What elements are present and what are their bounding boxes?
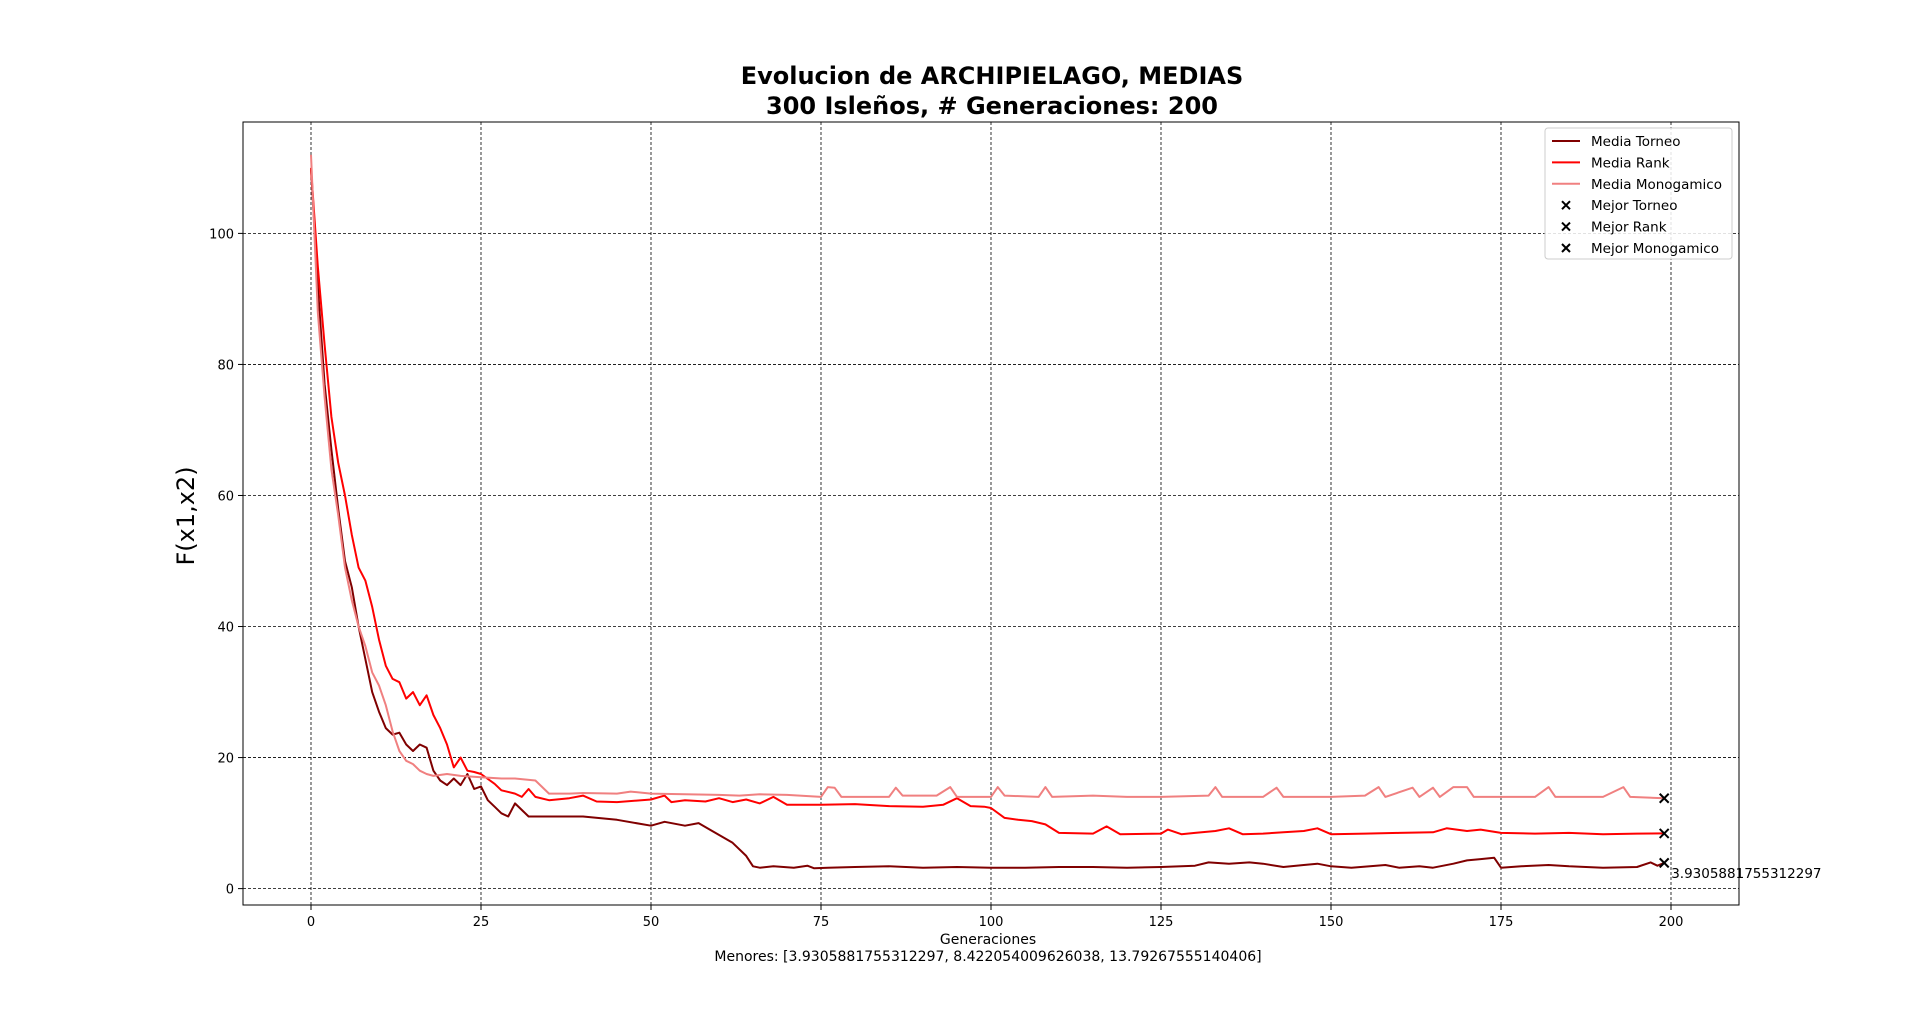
legend-item-label: Mejor Rank <box>1591 220 1667 236</box>
legend-item-label: Media Torneo <box>1591 134 1680 150</box>
x-tick-label: 75 <box>813 915 830 930</box>
y-tick-label: 100 <box>209 227 234 242</box>
x-axis-ticks: 0 25 50 75 100 125 150 175 200 <box>307 905 1684 930</box>
y-tick-label: 80 <box>217 358 234 373</box>
y-tick-label: 40 <box>217 621 234 636</box>
best-value-annotation: 3.9305881755312297 <box>1671 866 1821 882</box>
y-axis-ticks: 0 20 40 60 80 100 <box>209 227 243 898</box>
y-axis-label: F(x1,x2) <box>172 466 200 565</box>
x-tick-label: 150 <box>1319 915 1344 930</box>
chart-subtitle: 300 Isleños, # Generaciones: 200 <box>766 92 1218 120</box>
series-line-media-monogamico <box>310 154 1665 800</box>
best-markers <box>1658 793 1670 869</box>
x-axis-label: Generaciones <box>940 932 1036 948</box>
legend-item-label: Mejor Torneo <box>1591 198 1677 214</box>
series-line-media-rank <box>310 167 1665 836</box>
legend-x-swatch <box>1561 221 1571 232</box>
x-tick-label: 175 <box>1489 915 1514 930</box>
x-tick-label: 0 <box>307 915 315 930</box>
best-marker-mejor-torneo <box>1658 857 1670 869</box>
best-marker-mejor-monogamico <box>1658 793 1670 804</box>
legend-box <box>1544 127 1733 260</box>
footer-note: Menores: [3.9305881755312297, 8.42205400… <box>714 949 1261 965</box>
x-tick-label: 50 <box>643 915 660 930</box>
y-tick-label: 60 <box>217 489 234 504</box>
series-lines <box>310 154 1665 870</box>
legend-item-label: Mejor Monogamico <box>1591 241 1719 257</box>
y-tick-label: 20 <box>217 752 234 767</box>
x-tick-label: 125 <box>1149 915 1174 930</box>
legend-item-label: Media Monogamico <box>1591 177 1722 193</box>
x-tick-label: 200 <box>1659 915 1684 930</box>
x-tick-label: 100 <box>979 915 1004 930</box>
chart-title: Evolucion de ARCHIPIELAGO, MEDIAS <box>741 62 1244 90</box>
best-marker-mejor-rank <box>1658 828 1670 839</box>
legend-x-swatch <box>1561 200 1571 210</box>
legend-item-label: Media Rank <box>1591 155 1670 171</box>
y-tick-label: 0 <box>226 883 234 898</box>
x-tick-label: 25 <box>473 915 490 930</box>
series-line-media-torneo <box>310 167 1665 870</box>
legend: Media Torneo Media Rank Media Monogamico Me… <box>1544 127 1733 260</box>
legend-x-swatch <box>1561 243 1571 253</box>
